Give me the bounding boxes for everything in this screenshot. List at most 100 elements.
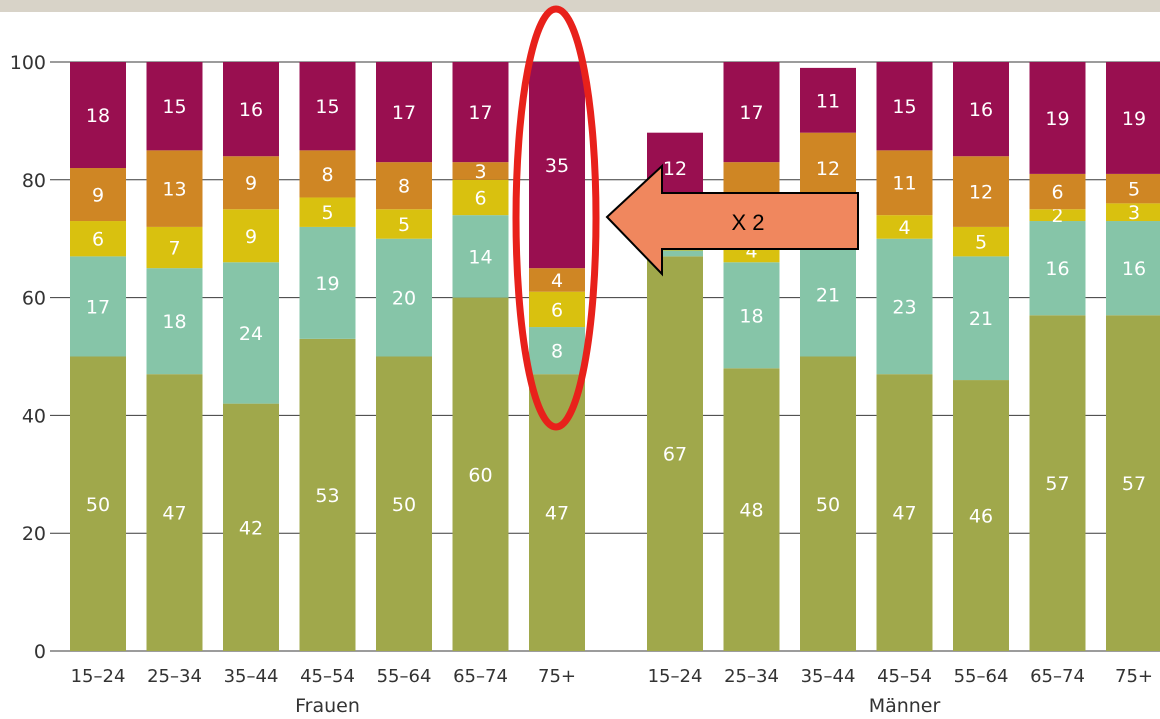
bar-segment bbox=[529, 327, 585, 375]
bar-segment bbox=[376, 62, 432, 163]
bar-segment bbox=[70, 221, 126, 257]
data-label: 9 bbox=[245, 173, 257, 195]
data-label: 13 bbox=[162, 179, 186, 201]
bar-segment bbox=[223, 62, 279, 157]
data-label: 18 bbox=[86, 105, 110, 127]
y-tick-label: 40 bbox=[22, 405, 46, 427]
data-label: 16 bbox=[1045, 258, 1069, 280]
data-label: 50 bbox=[86, 494, 110, 516]
y-tick-label: 80 bbox=[22, 170, 46, 192]
data-label: 8 bbox=[321, 164, 333, 186]
bar-segment bbox=[876, 62, 933, 151]
bar-segment bbox=[953, 226, 1009, 257]
bar-segment bbox=[876, 215, 933, 239]
data-label: 17 bbox=[392, 102, 416, 124]
data-label: 17 bbox=[739, 102, 763, 124]
bar-segment bbox=[529, 268, 585, 292]
bar-segment bbox=[146, 268, 203, 375]
bar-segment bbox=[70, 168, 126, 222]
bar-segment bbox=[223, 403, 279, 651]
data-label: 14 bbox=[468, 246, 492, 268]
bar-segment bbox=[452, 162, 509, 180]
bar-segment bbox=[876, 238, 933, 375]
bar-segment bbox=[1106, 221, 1160, 316]
bar-segment bbox=[1106, 62, 1160, 174]
data-label: 18 bbox=[162, 311, 186, 333]
data-label: 6 bbox=[474, 187, 486, 209]
arrow-label: X 2 bbox=[731, 210, 764, 235]
data-label: 16 bbox=[1122, 258, 1146, 280]
data-label: 11 bbox=[892, 173, 916, 195]
x-tick-label: 45–54 bbox=[300, 666, 355, 687]
data-label: 16 bbox=[239, 99, 263, 121]
bar-segment bbox=[223, 209, 279, 263]
bar-segment bbox=[299, 226, 356, 339]
x-tick-label: 55–64 bbox=[954, 666, 1009, 687]
data-label: 17 bbox=[468, 102, 492, 124]
bar-segment bbox=[146, 150, 203, 227]
bar-segment bbox=[146, 62, 203, 151]
bar-segment bbox=[1029, 221, 1086, 316]
bar-segment bbox=[529, 374, 585, 651]
bar-segment bbox=[953, 380, 1009, 651]
bar-segment bbox=[800, 67, 856, 133]
data-label: 57 bbox=[1122, 473, 1146, 495]
bar-segment bbox=[223, 262, 279, 404]
data-label: 15 bbox=[162, 96, 186, 118]
data-label: 21 bbox=[969, 308, 993, 330]
data-label: 8 bbox=[551, 341, 563, 363]
bar-segment bbox=[723, 368, 780, 651]
data-label: 47 bbox=[162, 503, 186, 525]
top-border-band bbox=[0, 0, 1160, 12]
data-label: 19 bbox=[315, 273, 339, 295]
bar-segment bbox=[452, 215, 509, 298]
data-label: 16 bbox=[969, 99, 993, 121]
bar-segment bbox=[1106, 203, 1160, 222]
data-label: 67 bbox=[663, 444, 687, 466]
data-label: 6 bbox=[551, 299, 563, 321]
arrow-shape bbox=[605, 163, 859, 277]
bar-segment bbox=[70, 62, 126, 169]
bar-segment bbox=[1029, 209, 1086, 222]
x-axis-ticks: 15–24 25–34 35–44 45–54 55–64 65–74 75+ 15–24 25… bbox=[71, 666, 1153, 687]
x-tick-label: 25–34 bbox=[147, 666, 202, 687]
data-label: 15 bbox=[892, 96, 916, 118]
bar-segment bbox=[146, 374, 203, 651]
x-tick-label: 15–24 bbox=[71, 666, 126, 687]
data-label: 5 bbox=[1128, 179, 1140, 201]
data-label: 47 bbox=[892, 503, 916, 525]
bar-segment bbox=[452, 179, 509, 216]
bar-segment bbox=[723, 262, 780, 369]
bar-segment bbox=[299, 62, 356, 151]
group-label: Männer bbox=[869, 695, 941, 717]
bar-segment bbox=[800, 356, 856, 651]
data-label: 15 bbox=[315, 96, 339, 118]
bar-segment bbox=[376, 162, 432, 210]
x-tick-label: 35–44 bbox=[801, 666, 856, 687]
y-tick-label: 60 bbox=[22, 288, 46, 310]
data-label: 21 bbox=[816, 285, 840, 307]
bar-segment bbox=[1106, 173, 1160, 204]
data-label: 23 bbox=[892, 296, 916, 318]
bars: 5017691847187131542249916531958155020581… bbox=[70, 62, 1160, 651]
data-label: 3 bbox=[474, 161, 486, 183]
data-label: 19 bbox=[1122, 108, 1146, 130]
data-label: 8 bbox=[398, 176, 410, 198]
y-tick-label: 20 bbox=[22, 523, 46, 545]
x-tick-label: 75+ bbox=[538, 666, 576, 687]
data-label: 35 bbox=[545, 155, 569, 177]
data-label: 3 bbox=[1128, 202, 1140, 224]
data-label: 12 bbox=[816, 158, 840, 180]
data-label: 60 bbox=[468, 464, 492, 486]
data-label: 6 bbox=[92, 229, 104, 251]
data-label: 20 bbox=[392, 288, 416, 310]
bar-segment bbox=[376, 356, 432, 651]
data-label: 5 bbox=[321, 202, 333, 224]
bar-segment bbox=[376, 238, 432, 357]
data-label: 50 bbox=[816, 494, 840, 516]
bar-segment bbox=[953, 62, 1009, 157]
x-tick-label: 75+ bbox=[1115, 666, 1153, 687]
data-label: 11 bbox=[816, 90, 840, 112]
data-label: 5 bbox=[398, 214, 410, 236]
